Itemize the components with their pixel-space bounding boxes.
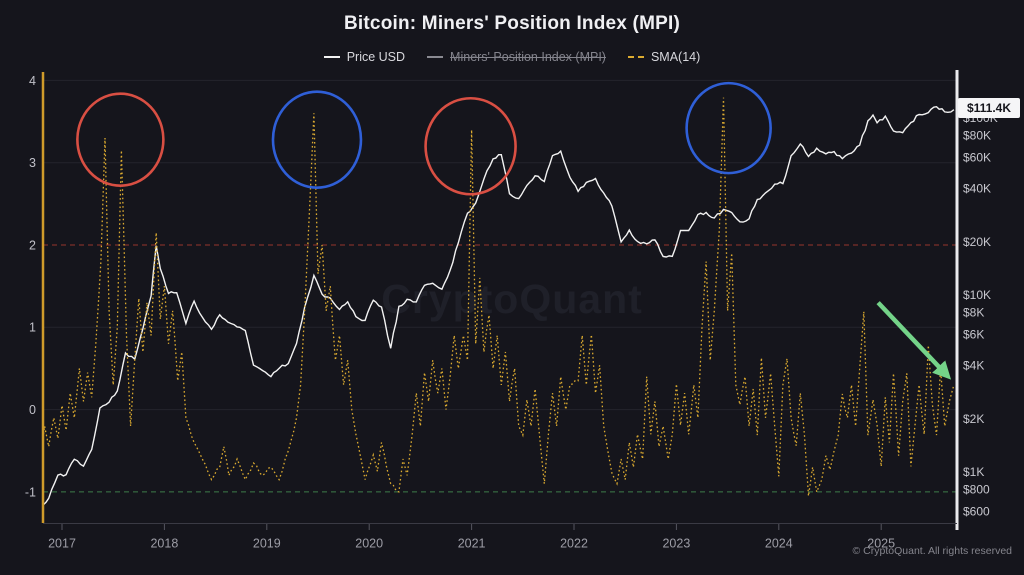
x-axis-tick-label: 2024 xyxy=(765,536,793,550)
y-axis-right-tick-label: $6K xyxy=(963,327,984,341)
y-axis-right-tick-label: $8K xyxy=(963,305,984,319)
y-axis-right-tick-label: $80K xyxy=(963,128,991,142)
x-axis-tick-label: 2018 xyxy=(150,536,178,550)
x-axis-tick-label: 2022 xyxy=(560,536,588,550)
price-usd-line xyxy=(43,105,955,506)
y-axis-right-tick-label: $60K xyxy=(963,150,991,164)
x-axis-tick-label: 2020 xyxy=(355,536,383,550)
sma14-line xyxy=(43,97,955,497)
annotation-blue-circle-2023 xyxy=(685,81,772,175)
legend-label: SMA(14) xyxy=(650,50,701,64)
x-axis-tick-label: 2019 xyxy=(253,536,281,550)
y-axis-left-tick-label: -1 xyxy=(25,485,36,499)
legend-series-mark xyxy=(627,56,644,58)
annotation-green-down-arrow xyxy=(876,301,952,380)
y-axis-right-tick-label: $1K xyxy=(963,465,984,479)
legend-series-mark xyxy=(427,56,444,58)
y-axis-right-tick-label: $800 xyxy=(963,482,990,496)
legend-item-miners-position-index-mpi[interactable]: Miners' Position Index (MPI) xyxy=(427,50,606,64)
annotation-red-circle-2021 xyxy=(424,96,517,196)
y-axis-right-tick-label: $2K xyxy=(963,412,984,426)
y-axis-right-tick-label: $10K xyxy=(963,288,991,302)
x-axis-tick-label: 2023 xyxy=(662,536,690,550)
legend-label: Miners' Position Index (MPI) xyxy=(450,50,606,64)
annotation-blue-circle-2019 xyxy=(271,90,363,189)
legend-label: Price USD xyxy=(346,50,406,64)
y-axis-right-tick-label: $40K xyxy=(963,182,991,196)
legend-item-price-usd[interactable]: Price USD xyxy=(323,50,406,64)
current-price-badge: $111.4K xyxy=(958,98,1020,118)
legend-item-sma-14[interactable]: SMA(14) xyxy=(627,50,701,64)
x-axis-tick-label: 2025 xyxy=(867,536,895,550)
y-axis-right-tick-label: $4K xyxy=(963,359,984,373)
x-axis-tick-label: 2021 xyxy=(458,536,486,550)
y-axis-left-tick-label: 1 xyxy=(29,321,36,335)
y-axis-left-tick-label: 3 xyxy=(29,156,36,170)
y-axis-right-tick-label: $20K xyxy=(963,235,991,249)
y-axis-left-tick-label: 2 xyxy=(29,238,36,252)
chart-legend: Price USD Miners' Position Index (MPI) SMA… xyxy=(0,48,1024,66)
legend-series-mark xyxy=(323,56,340,58)
y-axis-left-tick-label: 0 xyxy=(29,403,36,417)
chart-title: Bitcoin: Miners' Position Index (MPI) xyxy=(344,13,680,34)
x-axis-tick-label: 2017 xyxy=(48,536,76,550)
y-axis-right-tick-label: $600 xyxy=(963,504,990,518)
y-axis-left-tick-label: 4 xyxy=(29,74,36,88)
copyright-text: © CryptoQuant. All rights reserved xyxy=(852,545,1012,557)
annotation-red-circle-2017 xyxy=(76,92,165,187)
